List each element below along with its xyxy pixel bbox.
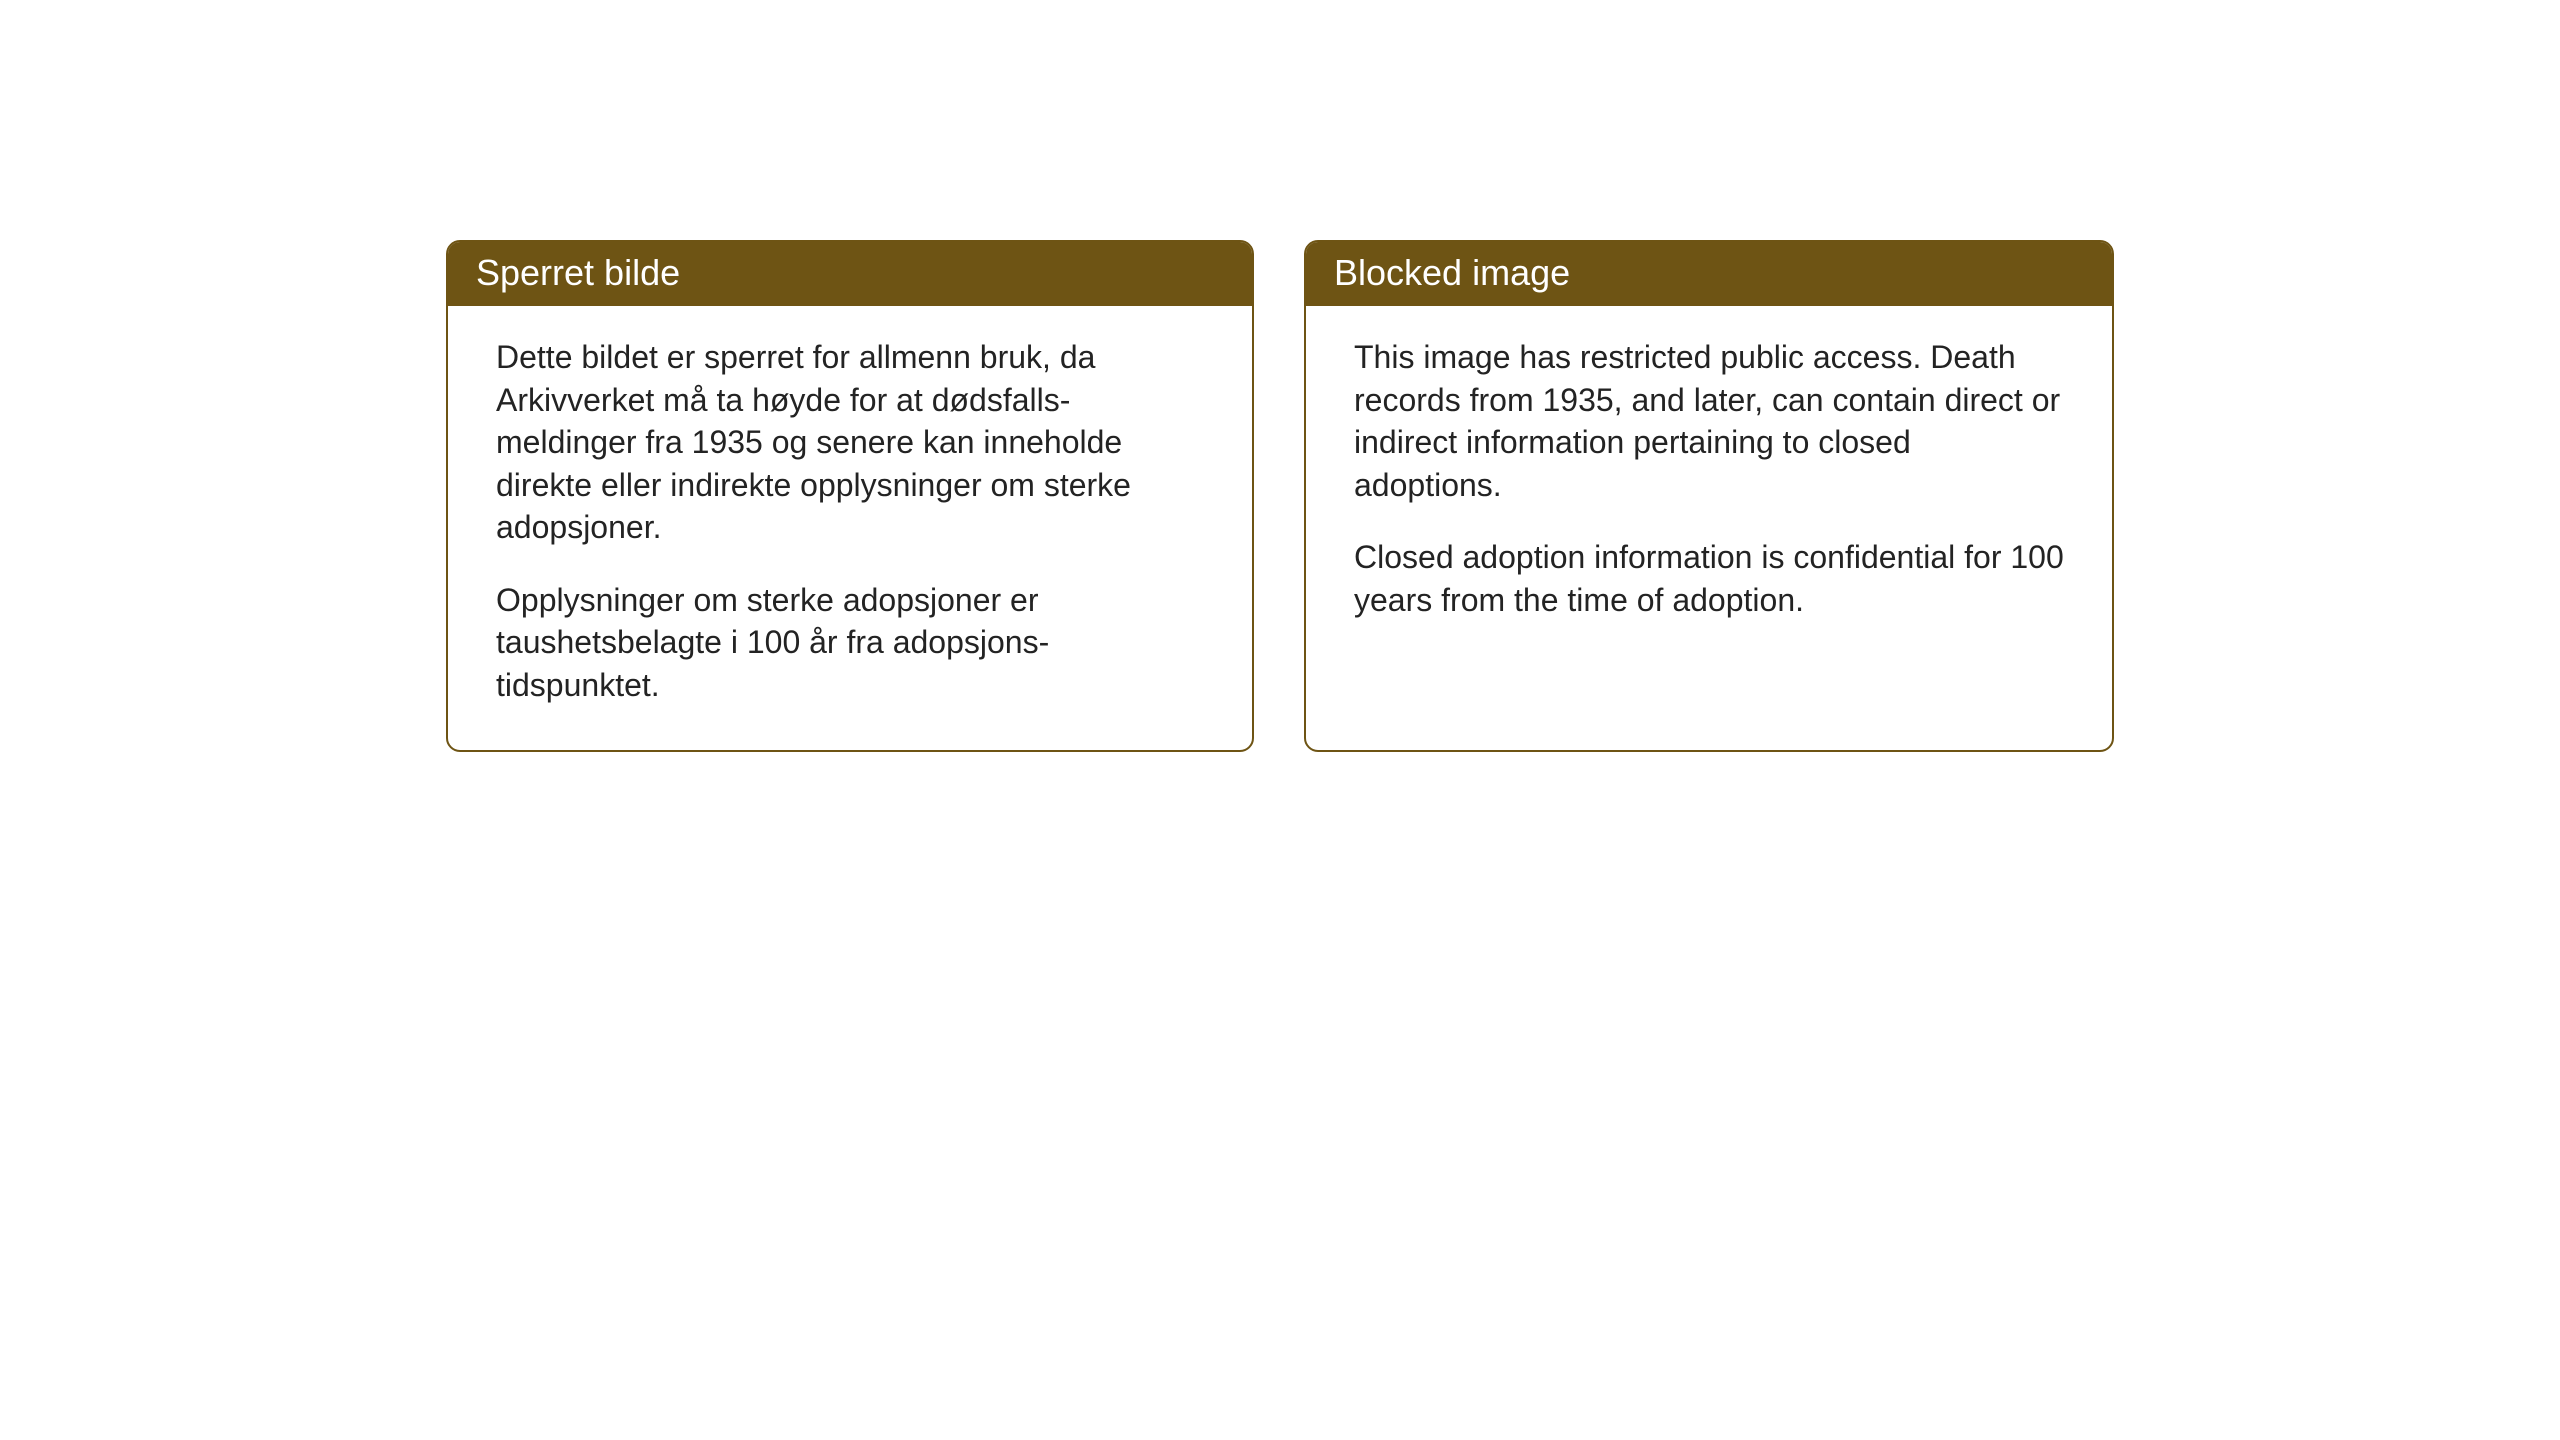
english-notice-body: This image has restricted public access.… — [1306, 306, 2112, 705]
norwegian-notice-body: Dette bildet er sperret for allmenn bruk… — [448, 306, 1252, 750]
norwegian-paragraph-2: Opplysninger om sterke adopsjoner er tau… — [496, 579, 1204, 707]
norwegian-notice-card: Sperret bilde Dette bildet er sperret fo… — [446, 240, 1254, 752]
notice-container: Sperret bilde Dette bildet er sperret fo… — [0, 0, 2560, 752]
norwegian-notice-title: Sperret bilde — [448, 242, 1252, 306]
english-paragraph-2: Closed adoption information is confident… — [1354, 536, 2064, 621]
english-paragraph-1: This image has restricted public access.… — [1354, 336, 2064, 506]
norwegian-paragraph-1: Dette bildet er sperret for allmenn bruk… — [496, 336, 1204, 549]
english-notice-title: Blocked image — [1306, 242, 2112, 306]
english-notice-card: Blocked image This image has restricted … — [1304, 240, 2114, 752]
